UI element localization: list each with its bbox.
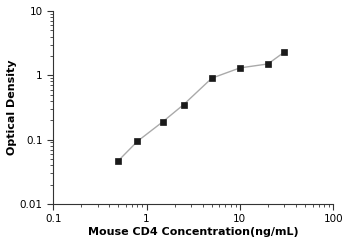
X-axis label: Mouse CD4 Concentration(ng/mL): Mouse CD4 Concentration(ng/mL) [88, 227, 299, 237]
Y-axis label: Optical Density: Optical Density [7, 60, 17, 155]
